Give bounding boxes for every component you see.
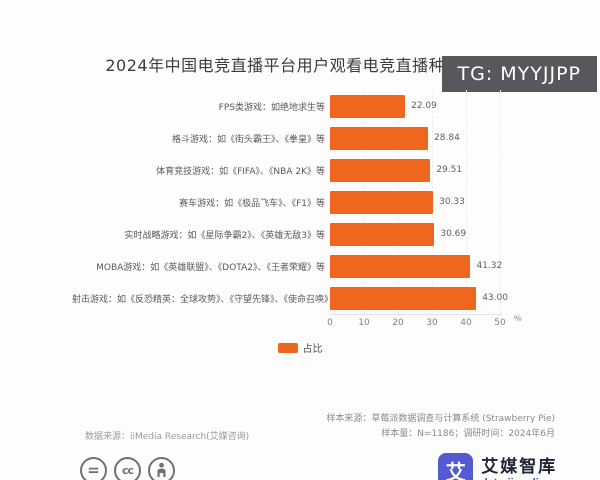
chart-row: 赛车游戏：如《极品飞车》、《F1》等 30.33 bbox=[72, 186, 562, 218]
bar-plot: 22.09 bbox=[330, 94, 437, 118]
sample-source-note: 样本来源：草莓派数据调查与计算系统 (Strawberry Pie) bbox=[326, 414, 555, 424]
iimedia-logo-text: 艾媒智库 data.iimedia.cn bbox=[481, 452, 560, 480]
x-tick: 30 bbox=[426, 318, 438, 328]
tg-watermark-badge: TG: MYYJJPP bbox=[441, 56, 597, 92]
x-tick: 20 bbox=[392, 318, 404, 328]
chart-row: 射击游戏：如《反恐精英：全球攻势》、《守望先锋》、《使命召唤》等。 43.00 bbox=[72, 282, 562, 314]
bar-label: 赛车游戏：如《极品飞车》、《F1》等 bbox=[179, 198, 325, 209]
sample-size-note: 样本量：N=1186；调研时间：2024年6月 bbox=[381, 429, 555, 439]
x-axis: 0 10 20 30 40 50% bbox=[72, 313, 562, 332]
bar bbox=[330, 126, 429, 150]
chart-body: FPS类游戏：如绝地求生等 22.09 格斗游戏：如《街头霸王》、《拳皇》等 28.8… bbox=[72, 90, 562, 332]
legend: 占比 bbox=[0, 340, 600, 355]
bar bbox=[330, 94, 406, 118]
iimedia-logo-name: 艾媒智库 bbox=[481, 457, 558, 477]
bar-value: 30.69 bbox=[440, 229, 467, 239]
bar-label: 体育竞技游戏：如《FIFA》、《NBA 2K》等 bbox=[156, 166, 325, 177]
bar-plot: 41.32 bbox=[330, 254, 503, 278]
chart-rows: FPS类游戏：如绝地求生等 22.09 格斗游戏：如《街头霸王》、《拳皇》等 28.8… bbox=[72, 90, 562, 314]
bar-plot: 28.84 bbox=[330, 126, 460, 150]
bar-plot: 30.33 bbox=[330, 190, 465, 214]
x-axis-unit: % bbox=[513, 313, 523, 324]
legend-swatch-icon bbox=[277, 342, 298, 353]
bar bbox=[330, 254, 471, 278]
chart-row: FPS类游戏：如绝地求生等 22.09 bbox=[72, 90, 562, 122]
bar-label: 格斗游戏：如《街头霸王》、《拳皇》等 bbox=[171, 134, 325, 145]
iimedia-logo-icon: 艾 bbox=[438, 452, 474, 480]
bar-value: 28.84 bbox=[434, 133, 460, 143]
chart-row: 格斗游戏：如《街头霸王》、《拳皇》等 28.84 bbox=[72, 122, 562, 154]
gridline bbox=[466, 90, 467, 314]
page: TG: MYYJJPP 2024年中国电竞直播平台用户观看电竞直播种类偏好 FP… bbox=[0, 52, 600, 480]
bar-value: 30.33 bbox=[439, 197, 465, 207]
iimedia-logo: 艾 艾媒智库 data.iimedia.cn bbox=[438, 452, 560, 480]
bar-value: 43.00 bbox=[482, 293, 508, 303]
iimedia-logo-site: data.iimedia.cn bbox=[481, 478, 560, 480]
bar-plot: 29.51 bbox=[330, 158, 463, 182]
bar-value: 41.32 bbox=[476, 261, 503, 271]
bar-value: 22.09 bbox=[411, 101, 437, 111]
x-tick: 10 bbox=[358, 318, 370, 328]
bar bbox=[330, 158, 431, 182]
legend-label: 占比 bbox=[302, 344, 323, 355]
bar-label: 实时战略游戏：如《星际争霸2》、《英雄无敌3》等 bbox=[124, 230, 325, 241]
person-attribution-icon bbox=[148, 456, 175, 480]
chart-row: 体育竞技游戏：如《FIFA》、《NBA 2K》等 29.51 bbox=[72, 154, 562, 186]
bar-plot: 30.69 bbox=[330, 222, 467, 246]
x-tick: 50 bbox=[494, 318, 506, 328]
creative-commons-icon: cc bbox=[114, 456, 141, 480]
chart-title: 2024年中国电竞直播平台用户观看电竞直播种类偏好 bbox=[105, 56, 495, 75]
equals-license-icon: = bbox=[80, 456, 107, 480]
x-tick: 40 bbox=[460, 318, 472, 328]
sample-notes: 样本来源：草莓派数据调查与计算系统 (Strawberry Pie) 样本量：N… bbox=[326, 412, 555, 442]
brand-row: = cc 艾 艾媒智库 data.iimedia.cn bbox=[80, 452, 560, 480]
bar-value: 29.51 bbox=[436, 165, 463, 175]
license-icons: = cc bbox=[80, 456, 182, 480]
x-tick: 0 bbox=[327, 318, 333, 328]
chart-row: 实时战略游戏：如《星际争霸2》、《英雄无敌3》等 30.69 bbox=[72, 218, 562, 250]
bar-label: FPS类游戏：如绝地求生等 bbox=[218, 102, 325, 113]
bar bbox=[330, 190, 434, 214]
bar bbox=[330, 222, 435, 246]
bar bbox=[330, 286, 477, 310]
chart-row: MOBA游戏：如《英雄联盟》、《DOTA2》、《王者荣耀》等 41.32 bbox=[72, 250, 562, 282]
footnotes: 数据来源：iiMedia Research(艾媒咨询) 样本来源：草莓派数据调查… bbox=[85, 412, 555, 442]
bar-label: MOBA游戏：如《英雄联盟》、《DOTA2》、《王者荣耀》等 bbox=[96, 262, 325, 273]
bar-label: 射击游戏：如《反恐精英：全球攻势》、《守望先锋》、《使命召唤》等。 bbox=[72, 294, 352, 305]
bar-plot: 43.00 bbox=[330, 286, 508, 310]
gridline bbox=[500, 90, 501, 314]
data-source-note: 数据来源：iiMedia Research(艾媒咨询) bbox=[85, 432, 250, 442]
